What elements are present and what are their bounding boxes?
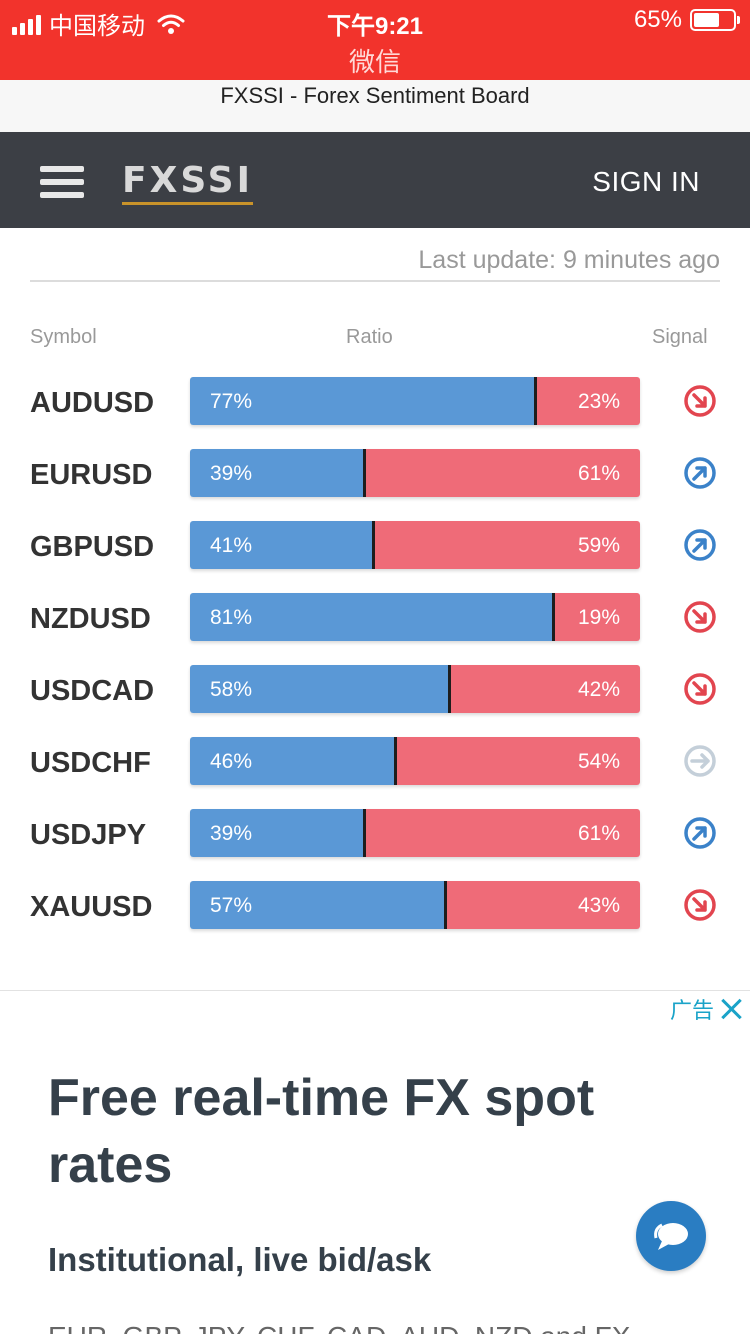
long-segment: 39% [190,449,366,497]
symbol-label[interactable]: USDCAD [30,675,155,707]
ratio-bar: 58% 42% [190,665,640,713]
symbol-label[interactable]: XAUUSD [30,891,153,923]
ad-label: 广告 [670,993,742,1025]
battery-icon [690,9,740,31]
signal-sell-icon[interactable] [683,672,717,706]
column-header-symbol: Symbol [30,326,97,348]
short-percent: 59% [577,534,620,557]
fxssi-logo[interactable]: FXSSI [122,162,253,205]
short-segment: 23% [536,377,640,425]
long-percent: 57% [210,894,253,917]
page-title: FXSSI - Forex Sentiment Board [0,80,750,132]
menu-icon[interactable] [40,166,84,202]
long-percent: 39% [210,822,253,845]
long-percent: 77% [210,390,253,413]
long-segment: 77% [190,377,537,425]
symbol-label[interactable]: NZDUSD [30,603,151,635]
app-header: FXSSI SIGN IN [0,132,750,228]
short-segment: 61% [365,809,640,857]
advertisement[interactable]: 广告 Free real-time FX spot rates Institut… [0,990,750,1334]
short-percent: 61% [577,822,620,845]
sign-in-button[interactable]: SIGN IN [592,166,700,197]
table-row[interactable]: AUDUSD 77% 23% [0,377,750,427]
wifi-icon [157,14,185,34]
column-header-signal: Signal [652,326,708,348]
ratio-bar: 39% 61% [190,809,640,857]
ad-subtitle: Institutional, live bid/ask [48,1241,432,1278]
ratio-bar: 39% 61% [190,449,640,497]
short-segment: 19% [554,593,640,641]
chat-bubble-icon [654,1223,688,1250]
status-bar: 中国移动 下午9:21 微信 65% [0,0,750,80]
clock: 下午9:21 [326,13,424,40]
short-segment: 59% [374,521,640,569]
ad-tag-text: 广告 [669,998,714,1023]
signal-buy-icon[interactable] [683,456,717,490]
long-segment: 46% [190,737,397,785]
long-percent: 39% [210,462,253,485]
short-segment: 43% [446,881,640,929]
short-percent: 23% [577,390,620,413]
long-percent: 41% [210,534,253,557]
short-segment: 42% [451,665,640,713]
signal-buy-icon[interactable] [683,816,717,850]
short-percent: 43% [577,894,620,917]
table-row[interactable]: USDCHF 46% 54% [0,737,750,787]
table-row[interactable]: GBPUSD 41% 59% [0,521,750,571]
carrier-name: 中国移动 [49,13,145,40]
long-segment: 41% [190,521,375,569]
long-segment: 81% [190,593,555,641]
symbol-label[interactable]: GBPUSD [30,531,155,563]
ad-body: EUR, GBP, JPY, CHF, CAD, AUD, NZD and FX [48,1321,630,1334]
short-percent: 42% [577,678,620,701]
long-percent: 46% [210,750,253,773]
chat-button[interactable] [636,1201,706,1271]
short-percent: 61% [577,462,620,485]
close-icon[interactable] [720,998,742,1020]
battery-fill [694,13,719,27]
table-row[interactable]: USDJPY 39% 61% [0,809,750,859]
short-segment: 54% [397,737,640,785]
signal-buy-icon[interactable] [683,528,717,562]
symbol-label[interactable]: USDCHF [30,747,151,779]
long-percent: 81% [210,606,253,629]
long-percent: 58% [210,678,253,701]
signal-sell-icon[interactable] [683,888,717,922]
table-row[interactable]: XAUUSD 57% 43% [0,881,750,931]
short-percent: 19% [577,606,620,629]
signal-sell-icon[interactable] [683,600,717,634]
ratio-bar: 46% 54% [190,737,640,785]
symbol-label[interactable]: AUDUSD [30,387,155,419]
column-header-ratio: Ratio [346,326,393,348]
table-row[interactable]: NZDUSD 81% 19% [0,593,750,643]
ratio-bar: 41% 59% [190,521,640,569]
long-segment: 58% [190,665,451,713]
status-left: 中国移动 [12,6,185,41]
symbol-label[interactable]: EURUSD [30,459,153,491]
battery-percent: 65% [633,6,682,33]
short-segment: 61% [365,449,640,497]
long-segment: 39% [190,809,366,857]
last-update-text: Last update: 9 minutes ago [30,246,720,282]
symbol-label[interactable]: USDJPY [30,819,147,851]
signal-sell-icon[interactable] [683,384,717,418]
table-row[interactable]: EURUSD 39% 61% [0,449,750,499]
ad-title[interactable]: Free real-time FX spot rates [48,1069,595,1194]
signal-strength-icon [12,13,41,35]
ratio-bar: 57% 43% [190,881,640,929]
table-row[interactable]: USDCAD 58% 42% [0,665,750,715]
status-right: 65% [633,6,740,34]
short-percent: 54% [577,750,620,773]
app-name: 微信 [348,47,401,77]
long-segment: 57% [190,881,447,929]
signal-neutral-icon[interactable] [683,744,717,778]
ratio-bar: 77% 23% [190,377,640,425]
ratio-bar: 81% 19% [190,593,640,641]
